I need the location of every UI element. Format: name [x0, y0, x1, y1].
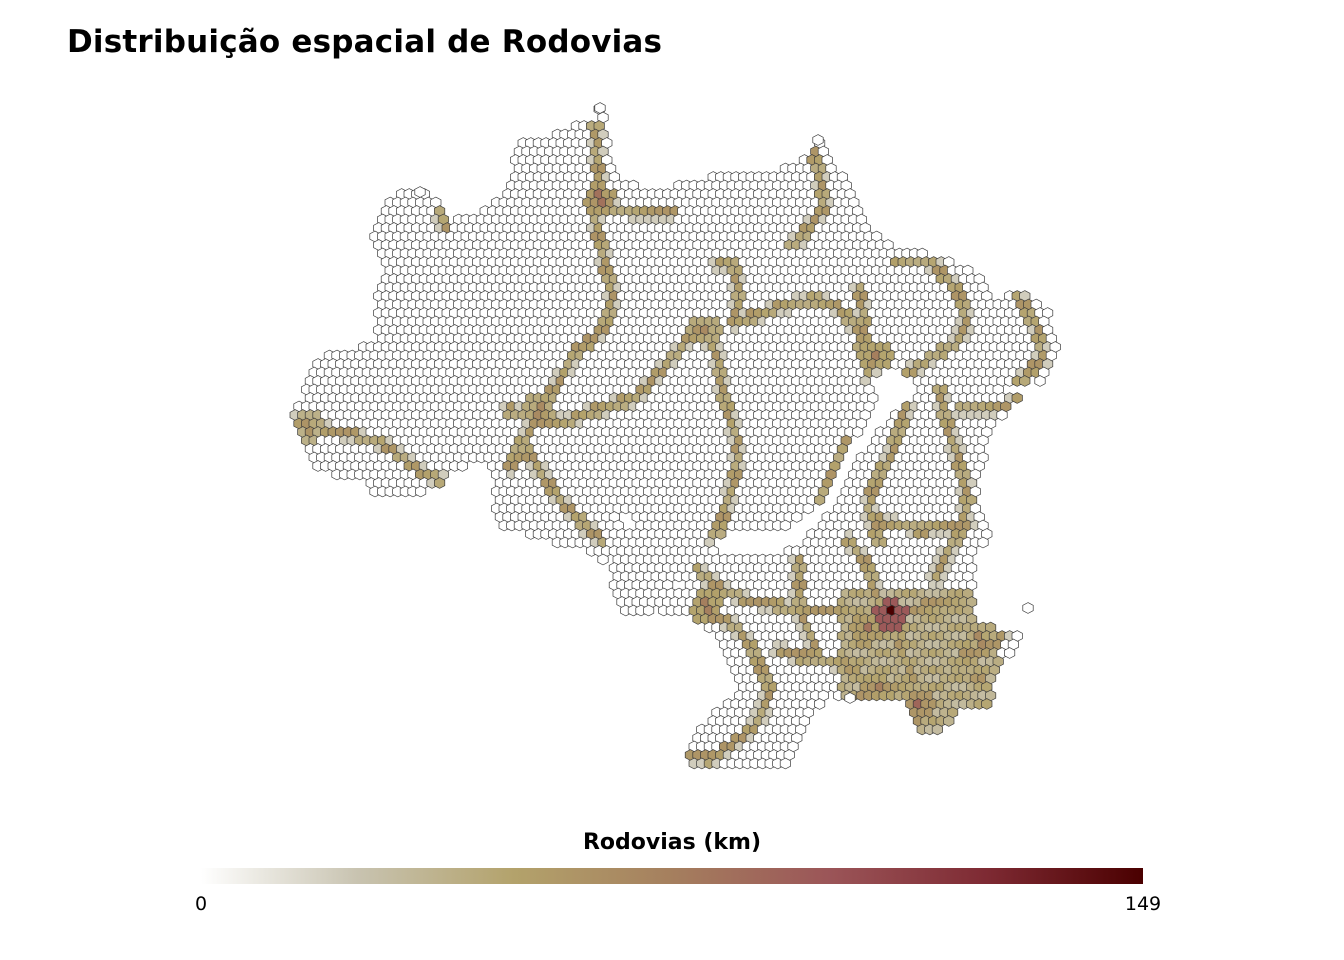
hex-cell [802, 502, 814, 515]
hex-cell [812, 134, 824, 146]
hex-cell [1022, 602, 1034, 614]
hex-cell [871, 366, 883, 379]
hex-cell [814, 494, 826, 506]
map-title: Distribuição espacial de Rodovias [67, 24, 663, 60]
hex-cell [779, 519, 791, 532]
hex-cell [415, 485, 427, 498]
hex-cell [456, 460, 468, 472]
hex-cell [1019, 375, 1031, 387]
hex-cell [1004, 647, 1016, 659]
hex-cell [434, 477, 446, 489]
hex-cell [779, 757, 791, 770]
hex-cell [996, 409, 1008, 421]
hex-cell [1011, 392, 1023, 404]
hex-cell [594, 102, 606, 114]
hex-cell [791, 511, 803, 523]
hex-cell [715, 528, 727, 540]
hex-grid [289, 102, 1061, 770]
hex-cell [931, 723, 943, 736]
legend-max-label: 149 [1124, 893, 1162, 915]
hex-cell [844, 692, 856, 704]
legend-min-label: 0 [194, 893, 208, 915]
hex-cell [597, 553, 609, 566]
hex-cell [814, 698, 826, 710]
hex-cell [981, 698, 993, 710]
hex-cell [414, 186, 426, 198]
legend-colorbar [201, 868, 1143, 884]
hex-cell [1034, 375, 1046, 387]
hex-cell [977, 536, 989, 549]
legend-title: Rodovias (km) [582, 830, 762, 855]
hex-cell [852, 426, 864, 438]
hex-cell [943, 715, 955, 727]
hex-cell [643, 604, 655, 617]
